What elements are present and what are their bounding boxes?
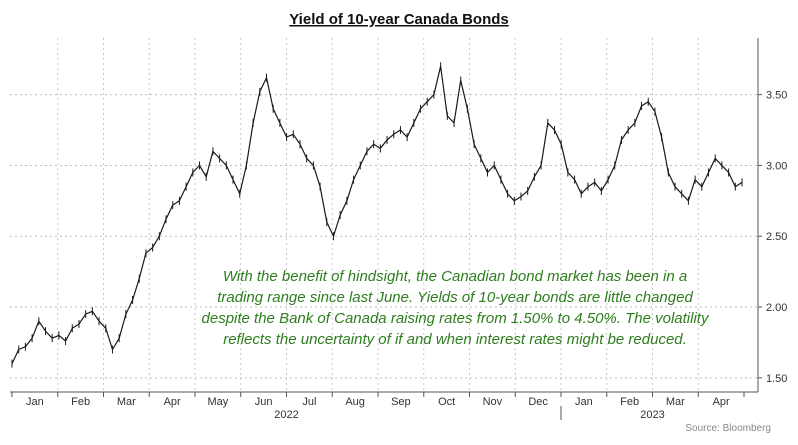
x-tick-label: Apr (713, 396, 730, 408)
series-line (11, 62, 743, 368)
x-axis-labels: Jan Feb Mar Apr May Jun Jul Aug Sep Oct Nov Dec Jan F… (26, 396, 730, 421)
x-tick-label: Aug (345, 396, 365, 408)
x-tick-label: Nov (483, 396, 503, 408)
y-axis-labels: 3.50 3.00 2.50 2.00 1.50 (766, 90, 787, 385)
axes (10, 38, 762, 420)
annotation-line-2: trading range since last June. Yields of… (217, 289, 693, 306)
y-tick-label: 2.50 (766, 231, 787, 243)
y-tick-label: 3.50 (766, 90, 787, 102)
x-tick-label: Jan (26, 396, 44, 408)
source-label: Source: Bloomberg (685, 423, 771, 434)
chart-title: Yield of 10-year Canada Bonds (289, 11, 509, 28)
annotation-line-4: reflects the uncertainty of if and when … (223, 331, 687, 348)
x-tick-label: Jun (255, 396, 273, 408)
annotation-line-1: With the benefit of hindsight, the Canad… (222, 268, 688, 285)
y-tick-label: 1.50 (766, 373, 787, 385)
x-tick-label: Sep (391, 396, 411, 408)
annotation-text: With the benefit of hindsight, the Canad… (180, 266, 730, 350)
grid-lines (10, 38, 758, 392)
y-tick-label: 2.00 (766, 302, 787, 314)
x-tick-label: Dec (528, 396, 548, 408)
x-tick-label: Jul (302, 396, 316, 408)
x-tick-label: May (207, 396, 228, 408)
x-tick-label: Mar (117, 396, 136, 408)
year-label-2022: 2022 (274, 409, 298, 421)
x-tick-label: Oct (438, 396, 455, 408)
annotation-line-3: despite the Bank of Canada raising rates… (201, 310, 709, 327)
y-tick-label: 3.00 (766, 160, 787, 172)
x-tick-label: Feb (71, 396, 90, 408)
x-tick-label: Mar (666, 396, 685, 408)
x-tick-label: Apr (164, 396, 181, 408)
x-tick-label: Feb (620, 396, 639, 408)
year-label-2023: 2023 (640, 409, 664, 421)
x-tick-label: Jan (575, 396, 593, 408)
yield-series-line (11, 65, 743, 364)
